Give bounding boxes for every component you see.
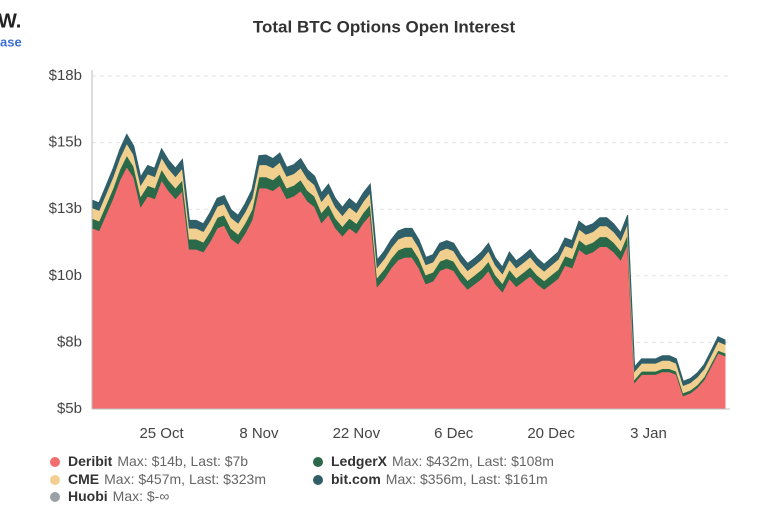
legend-marker (313, 457, 323, 467)
area (92, 133, 726, 386)
legend-summary: Max: $457m, Last: $323m (104, 471, 266, 487)
y-tick-label: $13b (49, 200, 82, 217)
legend-summary: Max: $356m, Last: $161m (386, 471, 548, 487)
legend-name: Huobi (68, 488, 108, 504)
legend-marker (50, 492, 60, 502)
legend-marker (50, 457, 60, 467)
legend-entry: bit.com Max: $356m, Last: $161m (331, 471, 548, 487)
legend-entry: LedgerX Max: $432m, Last: $108m (331, 453, 554, 469)
legend-name: LedgerX (331, 453, 388, 469)
legend: Deribit Max: $14b, Last: $7b CME Max: $457m… (50, 453, 554, 504)
legend-name: CME (68, 471, 99, 487)
legend-entry: Deribit Max: $14b, Last: $7b (68, 453, 248, 469)
logo-top: W. (0, 10, 21, 32)
x-tick-label: 25 Oct (139, 425, 184, 442)
x-tick-label: 20 Dec (527, 425, 575, 442)
y-tick-label: $18b (49, 67, 82, 84)
legend-marker (313, 475, 323, 485)
x-tick-label: 22 Nov (333, 425, 381, 442)
legend-marker (50, 475, 60, 485)
x-tick-label: 3 Jan (630, 425, 667, 442)
y-tick-label: $10b (49, 267, 82, 284)
x-tick-label: 8 Nov (239, 425, 279, 442)
legend-name: Deribit (68, 453, 113, 469)
legend-summary: Max: $432m, Last: $108m (392, 453, 554, 469)
legend-summary: Max: $-∞ (113, 488, 170, 504)
y-tick-label: $15b (49, 134, 82, 151)
y-tick-label: $5b (57, 400, 82, 417)
axes: $5b $8b $10b $13b $15b $18b 25 Oct 8 Nov 22 Nov 6… (49, 67, 730, 442)
y-tick-label: $8b (57, 333, 82, 350)
legend-summary: Max: $14b, Last: $7b (117, 453, 248, 469)
legend-name: bit.com (331, 471, 381, 487)
x-tick-label: 6 Dec (434, 425, 474, 442)
legend-entry: CME Max: $457m, Last: $323m (68, 471, 266, 487)
legend-entry: Huobi Max: $-∞ (68, 488, 169, 504)
chart-title: Total BTC Options Open Interest (253, 17, 516, 36)
logo-bottom: ase (0, 34, 22, 49)
areas (92, 133, 726, 409)
